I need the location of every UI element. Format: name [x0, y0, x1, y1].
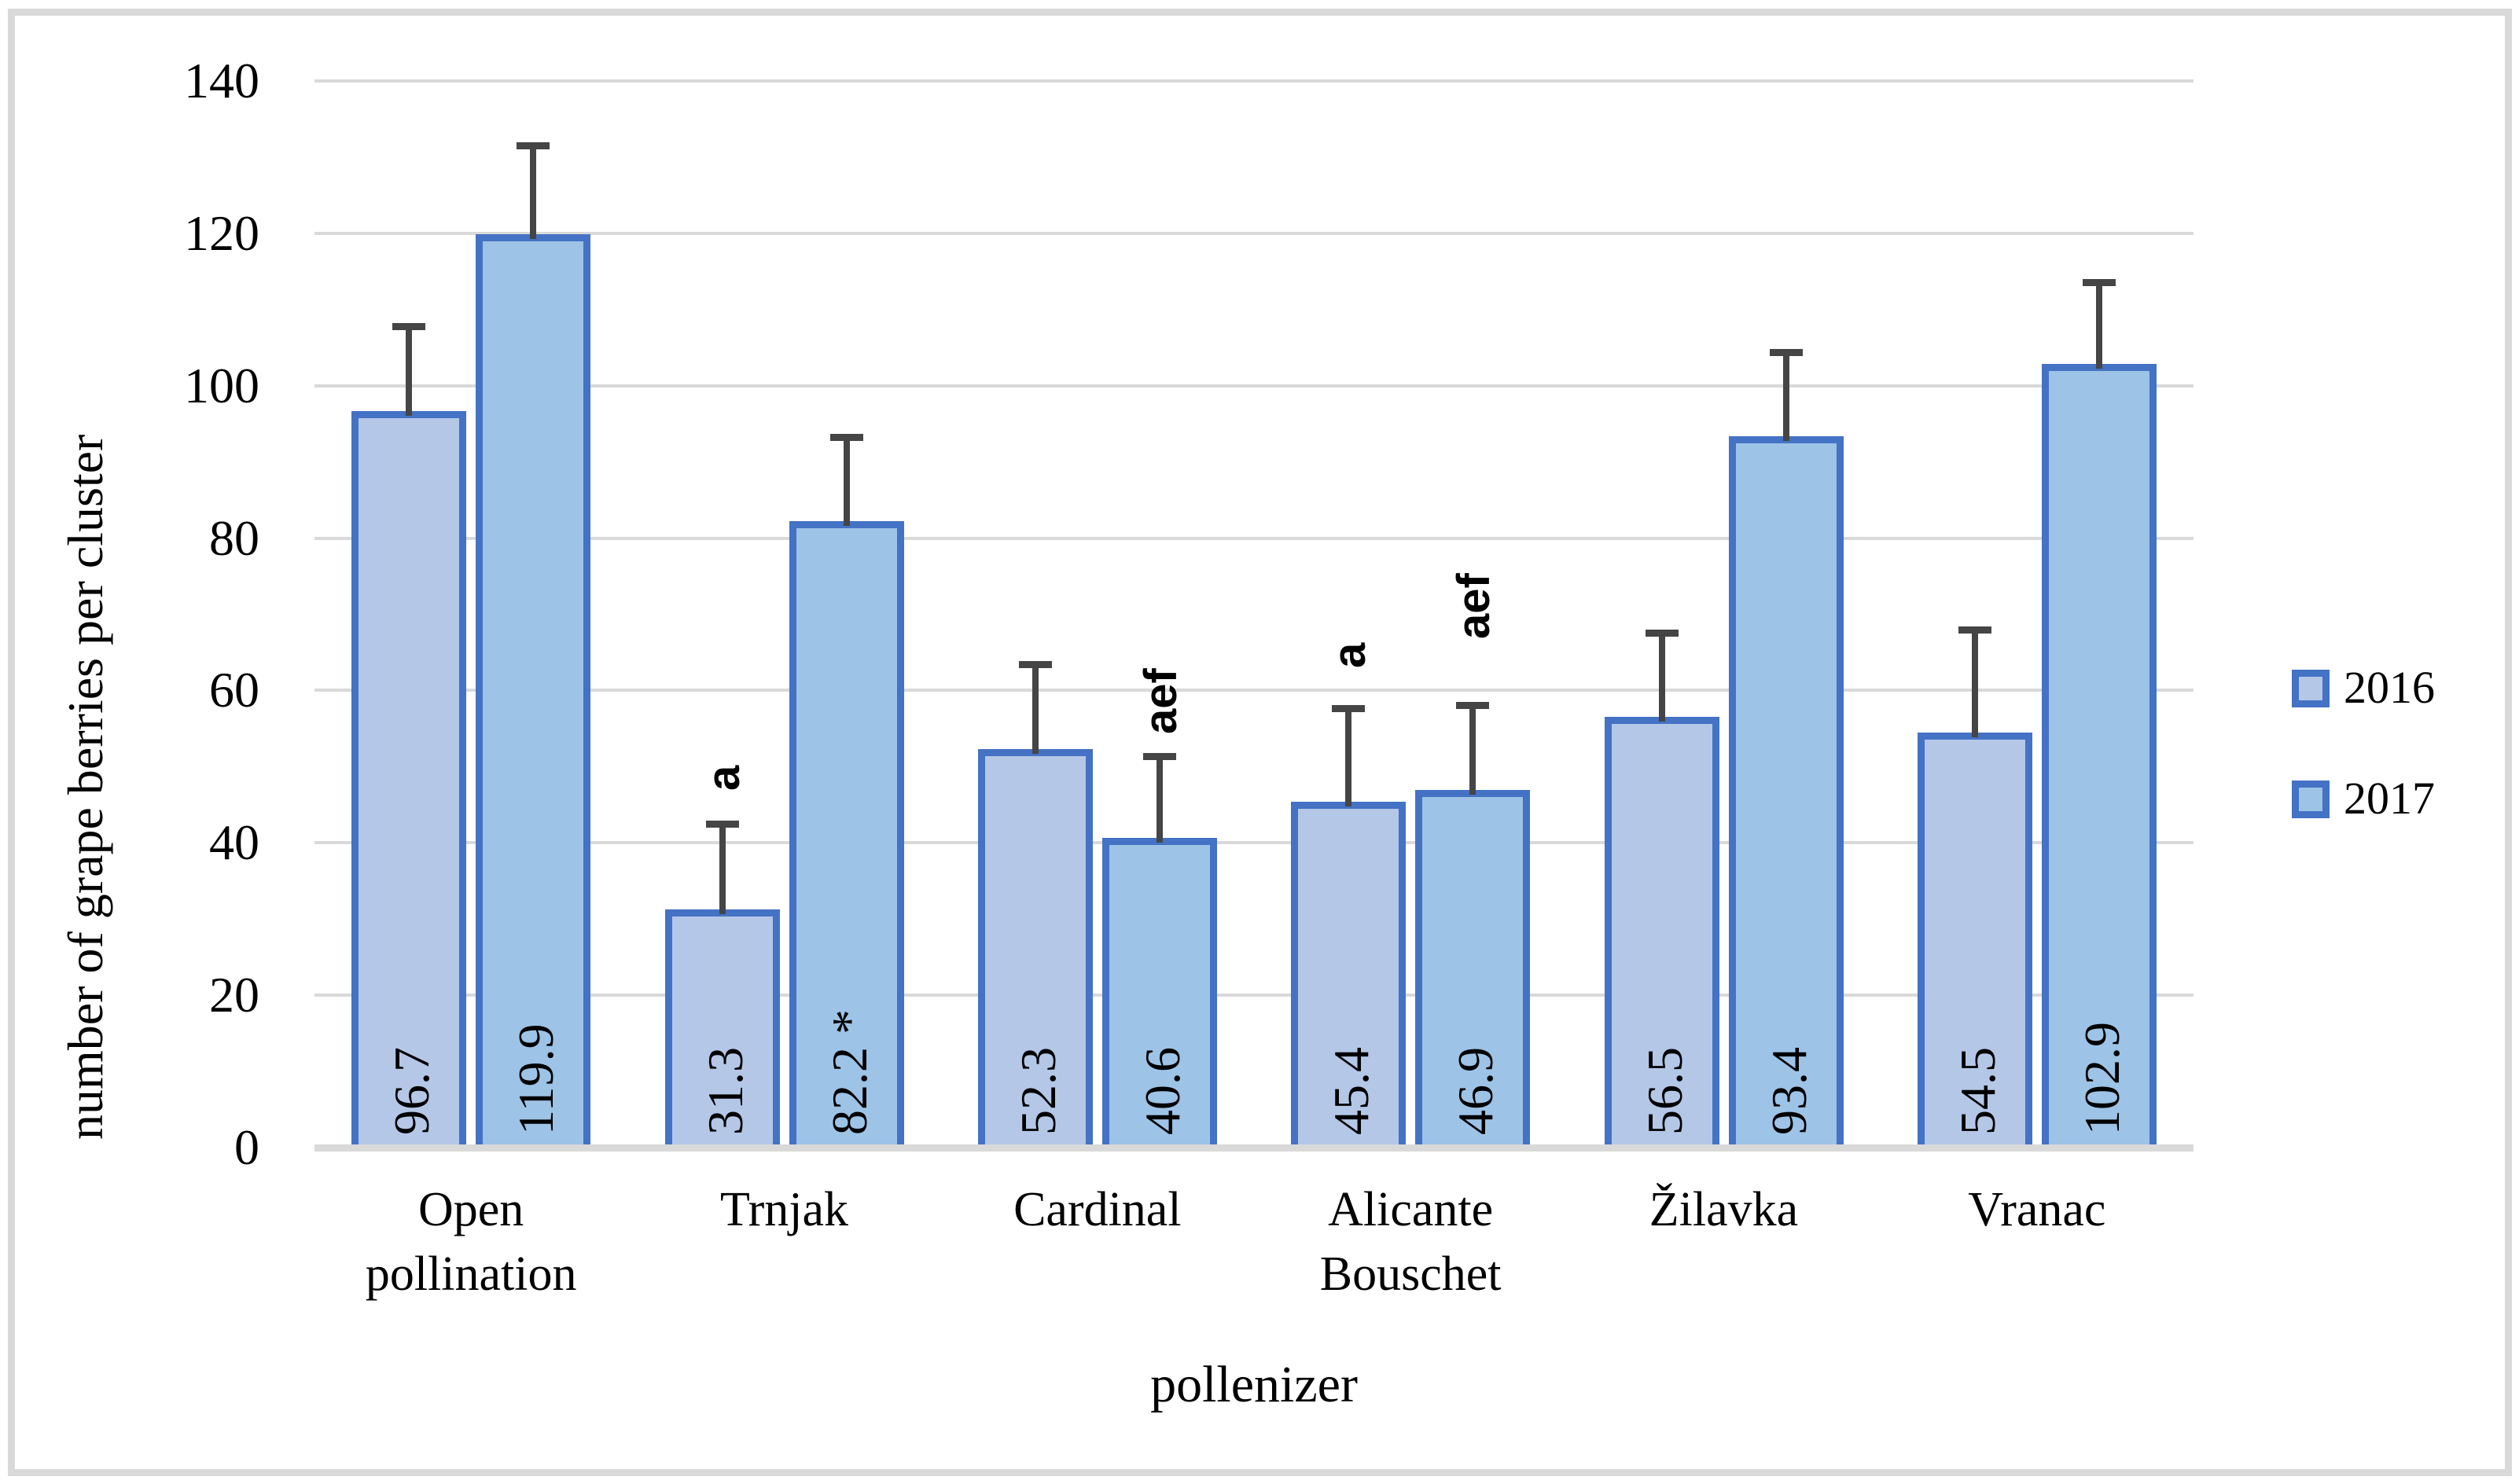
error-bar-2017-trnjak [843, 436, 850, 527]
error-bar-2016--ilavka [1658, 632, 1665, 722]
value-label-2016-trnjak: 31.3 [697, 1047, 753, 1135]
error-cap-2016--ilavka [1645, 629, 1679, 637]
value-label-2017-open-pollination: 119.9 [508, 1023, 564, 1135]
value-label-2017-vranac: 102.9 [2073, 1022, 2130, 1135]
legend-label-2016: 2016 [2344, 662, 2435, 713]
value-label-2016-cardinal: 52.3 [1009, 1047, 1066, 1135]
gridline-140 [314, 79, 2194, 83]
value-label-2016-open-pollination: 96.7 [384, 1047, 440, 1135]
error-cap-2016-vranac [1958, 626, 1991, 634]
sig-letter-2017-alicante-bouschet: aef [1448, 573, 1500, 639]
value-label-2017--ilavka: 93.4 [1760, 1047, 1817, 1135]
sig-letter-2016-alicante-bouschet: a [1324, 642, 1376, 668]
sig-letter-2017-cardinal: aef [1134, 667, 1186, 734]
error-bar-2016-trnjak [719, 824, 726, 914]
bar-2016--ilavka [1604, 717, 1719, 1149]
gridline-20 [314, 994, 2194, 997]
gridline-60 [314, 689, 2194, 692]
y-tick-label-120: 120 [184, 204, 259, 261]
bar-2016-alicante-bouschet [1291, 801, 1407, 1149]
gridline-80 [314, 536, 2194, 540]
bar-2016-open-pollination [351, 410, 467, 1149]
error-cap-2017-vranac [2082, 278, 2116, 286]
error-cap-2016-open-pollination [392, 323, 426, 331]
gridline-40 [314, 841, 2194, 845]
x-axis-title: pollenizer [1150, 1356, 1358, 1413]
error-bar-2017-cardinal [1156, 755, 1163, 843]
error-bar-2016-alicante-bouschet [1345, 707, 1352, 806]
error-cap-2016-cardinal [1018, 661, 1052, 669]
y-tick-label-80: 80 [209, 509, 259, 566]
error-cap-2017--ilavka [1769, 349, 1803, 357]
error-cap-2016-alicante-bouschet [1332, 704, 1366, 712]
value-label-2017-trnjak: 82.2 * [821, 1009, 877, 1135]
error-bar-2017--ilavka [1782, 352, 1789, 441]
category-label-vranac: Vranac [1968, 1183, 2106, 1236]
error-cap-2017-trnjak [829, 433, 863, 441]
sig-letter-2016-trnjak: a [697, 765, 749, 792]
error-cap-2017-open-pollination [517, 142, 550, 150]
error-bar-2017-vranac [2095, 281, 2102, 369]
error-bar-2016-cardinal [1032, 664, 1039, 755]
bar-2017-vranac [2041, 363, 2157, 1149]
category-label-cardinal: Cardinal [1013, 1183, 1182, 1236]
bar-2016-trnjak [664, 909, 780, 1149]
y-tick-label-40: 40 [209, 814, 259, 871]
value-label-2016-alicante-bouschet: 45.4 [1323, 1047, 1380, 1135]
error-bar-2017-open-pollination [530, 145, 537, 239]
bar-2016-cardinal [977, 749, 1093, 1149]
y-tick-label-0: 0 [234, 1119, 259, 1175]
bar-2017-open-pollination [476, 233, 591, 1149]
error-cap-2017-cardinal [1142, 752, 1176, 760]
bar-2016-vranac [1917, 732, 2032, 1149]
error-cap-2017-alicante-bouschet [1456, 701, 1490, 709]
value-label-2016-vranac: 54.5 [1949, 1047, 2006, 1135]
y-tick-label-100: 100 [184, 357, 259, 413]
bar-2017-cardinal [1101, 838, 1217, 1149]
y-tick-label-140: 140 [184, 53, 259, 108]
bar-2017--ilavka [1728, 435, 1844, 1149]
category-label-alicante-bouschet: Alicante Bouschet [1319, 1183, 1502, 1301]
gridline-120 [314, 231, 2194, 235]
legend-swatch-2017 [2292, 781, 2330, 818]
bar-2017-alicante-bouschet [1415, 790, 1531, 1149]
error-bar-2016-open-pollination [406, 326, 413, 416]
y-tick-label-20: 20 [209, 967, 259, 1023]
legend-swatch-2016 [2292, 670, 2330, 707]
legend-label-2017: 2017 [2344, 773, 2435, 824]
bar-2017-trnjak [789, 521, 904, 1149]
category-label-open-pollination: Open pollination [365, 1183, 577, 1301]
value-label-2017-alicante-bouschet: 46.9 [1447, 1047, 1504, 1135]
error-bar-2017-alicante-bouschet [1469, 704, 1476, 795]
error-cap-2016-trnjak [705, 821, 739, 828]
y-tick-label-60: 60 [209, 662, 259, 718]
error-bar-2016-vranac [1971, 629, 1978, 737]
category-label-trnjak: Trnjak [719, 1183, 849, 1236]
value-label-2017-cardinal: 40.6 [1134, 1047, 1190, 1135]
value-label-2016--ilavka: 56.5 [1636, 1047, 1693, 1135]
gridline-100 [314, 384, 2194, 388]
y-axis-title: number of grape berries per cluster [57, 434, 113, 1140]
x-axis-line [314, 1144, 2194, 1152]
category-label--ilavka: Žilavka [1649, 1183, 1799, 1236]
